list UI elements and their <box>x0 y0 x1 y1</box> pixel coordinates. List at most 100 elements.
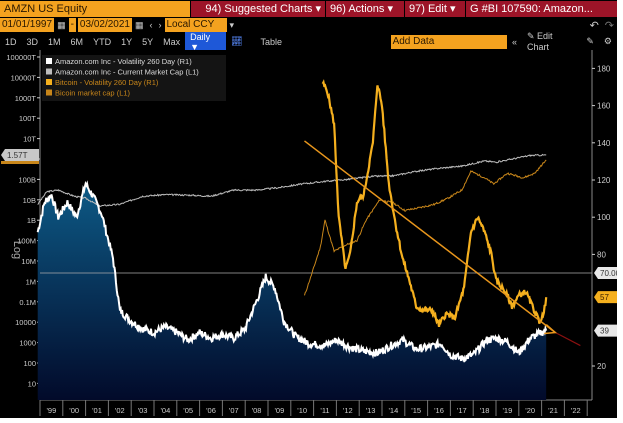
left-tick-label: 10B <box>23 196 36 205</box>
period-1m[interactable]: 1M <box>48 36 61 47</box>
bitcoin-market-cap-line <box>304 159 547 296</box>
gear-icon[interactable]: ⚙ <box>603 36 612 46</box>
left-tick-label: 1M <box>26 277 36 286</box>
left-tick-label: 100 <box>23 359 36 368</box>
add-data-input[interactable]: Add Data <box>390 34 507 49</box>
undo-icon[interactable]: ↶ <box>589 19 599 32</box>
x-tick-label: '99 <box>47 406 57 415</box>
legend-entry[interactable]: Amazon.com Inc - Volatility 260 Day (R1) <box>55 57 192 66</box>
suggested-charts-menu[interactable]: 94) Suggested Charts ▾ <box>191 0 325 17</box>
end-date-input[interactable]: 03/02/2021 <box>77 18 132 32</box>
period-3d[interactable]: 3D <box>26 36 39 47</box>
left-tick-label: 10 <box>28 379 36 388</box>
legend-swatch <box>46 89 52 96</box>
bitcoin-market-cap-last-label <box>1 161 39 165</box>
annotate-icon[interactable]: ✎ <box>586 36 594 46</box>
amazon-volatility-line <box>36 180 548 363</box>
right-tick-label: 20 <box>597 362 606 371</box>
left-tick-label: 0.1M <box>19 298 36 307</box>
chevron-down-icon[interactable]: ▾ <box>229 19 235 30</box>
left-tick-label: 100T <box>19 114 37 123</box>
reference-line-label: 70.00 <box>594 267 617 279</box>
x-tick-label: '06 <box>206 406 216 415</box>
frequency-select[interactable]: Daily ▼ <box>185 31 227 52</box>
svg-text:70.00: 70.00 <box>600 269 617 278</box>
amazon-market-cap-line <box>37 153 547 208</box>
legend-entry[interactable]: Bitcoin - Volatility 260 Day (R1) <box>55 78 159 87</box>
line-chart-icon[interactable]: 📈︎ <box>231 36 243 46</box>
right-tick-label: 100 <box>597 213 611 222</box>
chart-window: AMZN US Equity 94) Suggested Charts ▾ 96… <box>0 0 617 418</box>
period-1y[interactable]: 1Y <box>121 36 133 47</box>
left-tick-label: 10000 <box>15 318 36 327</box>
edit-menu[interactable]: 97) Edit ▾ <box>405 0 465 17</box>
right-tick-label: 140 <box>597 139 611 148</box>
x-tick-label: '08 <box>252 406 262 415</box>
x-tick-label: '12 <box>343 406 353 415</box>
period-ytd[interactable]: YTD <box>93 36 112 47</box>
actions-menu[interactable]: 96) Actions ▾ <box>326 0 404 17</box>
chart-area[interactable]: 100000T 10000T 1000T 100T 10T 100B 10B 1B 100M 10… <box>0 50 617 418</box>
legend-swatch <box>46 68 52 75</box>
x-tick-label: '15 <box>411 406 421 415</box>
chart-title: G #BI 107590: Amazon... <box>466 0 617 17</box>
left-tick-label: 100B <box>18 175 36 184</box>
trendline <box>304 140 556 334</box>
x-tick-label: '09 <box>275 406 285 415</box>
legend-entry[interactable]: Amazon.com Inc - Current Market Cap (L1) <box>55 68 199 77</box>
header-bar: AMZN US Equity 94) Suggested Charts ▾ 96… <box>0 0 617 17</box>
period-6m[interactable]: 6M <box>70 36 84 47</box>
period-1d[interactable]: 1D <box>5 36 17 47</box>
prev-icon[interactable]: ‹ <box>149 20 153 30</box>
right-tick-label: 120 <box>597 176 611 185</box>
x-tick-label: '18 <box>480 406 490 415</box>
x-tick-label: '07 <box>229 406 239 415</box>
left-tick-label: 10M <box>21 257 36 266</box>
security-field[interactable]: AMZN US Equity <box>0 0 190 17</box>
svg-text:1.57T: 1.57T <box>7 151 28 160</box>
trendline-extension <box>555 331 581 347</box>
edit-chart-button[interactable]: ✎ Edit Chart <box>527 31 553 52</box>
bitcoin-volatility-line <box>321 79 548 327</box>
legend-entry[interactable]: Bicoin market cap (L1) <box>55 89 131 98</box>
legend-swatch <box>46 79 52 85</box>
x-tick-label: '20 <box>525 406 535 415</box>
x-tick-label: '13 <box>366 406 376 415</box>
left-tick-label: 100M <box>17 237 36 246</box>
x-tick-label: '21 <box>548 406 558 415</box>
bitcoin-volatility-last-label: 57 <box>594 291 617 304</box>
collapse-icon[interactable]: « <box>511 36 517 47</box>
x-tick-label: '01 <box>92 406 102 415</box>
x-tick-label: '05 <box>183 406 193 415</box>
table-button[interactable]: Table <box>260 36 283 47</box>
calendar-icon[interactable]: ▦ <box>134 19 144 30</box>
x-tick-label: '02 <box>115 406 125 415</box>
start-date-input[interactable]: 01/01/1997 <box>0 18 55 32</box>
x-tick-label: '03 <box>138 406 148 415</box>
svg-text:39: 39 <box>600 327 609 336</box>
right-tick-label: 80 <box>597 250 606 259</box>
amazon-market-cap-last-label: 1.57T <box>1 149 39 162</box>
x-tick-label: '14 <box>389 406 399 415</box>
next-icon[interactable]: › <box>158 20 162 30</box>
right-tick-label: 180 <box>597 64 611 73</box>
toolbar: 1D 3D 1M 6M YTD 1Y 5Y Max Daily ▼ 📈︎ Table Add … <box>0 31 617 52</box>
period-5y[interactable]: 5Y <box>142 36 154 47</box>
left-tick-label: 1B <box>27 216 36 225</box>
currency-select[interactable]: Local CCY <box>164 18 227 32</box>
left-tick-label: 10T <box>23 135 36 144</box>
date-bar: 01/01/1997 ▦ - 03/02/2021 ▦ ‹ › Local CC… <box>0 17 617 33</box>
left-tick-label: 1000T <box>15 94 37 103</box>
x-tick-label: '16 <box>434 406 444 415</box>
legend-swatch <box>46 58 52 64</box>
period-max[interactable]: Max <box>163 36 181 47</box>
arrow-head-icon <box>544 323 558 335</box>
x-tick-label: '10 <box>297 406 307 415</box>
left-tick-label: 10000T <box>11 73 37 82</box>
left-axis-label: Log <box>11 241 23 259</box>
calendar-icon[interactable]: ▦ <box>57 19 66 30</box>
redo-icon[interactable]: ↷ <box>604 19 614 32</box>
left-tick-label: 1000 <box>19 339 36 348</box>
left-tick-label: 100000T <box>6 53 36 62</box>
x-tick-label: '19 <box>503 406 513 415</box>
